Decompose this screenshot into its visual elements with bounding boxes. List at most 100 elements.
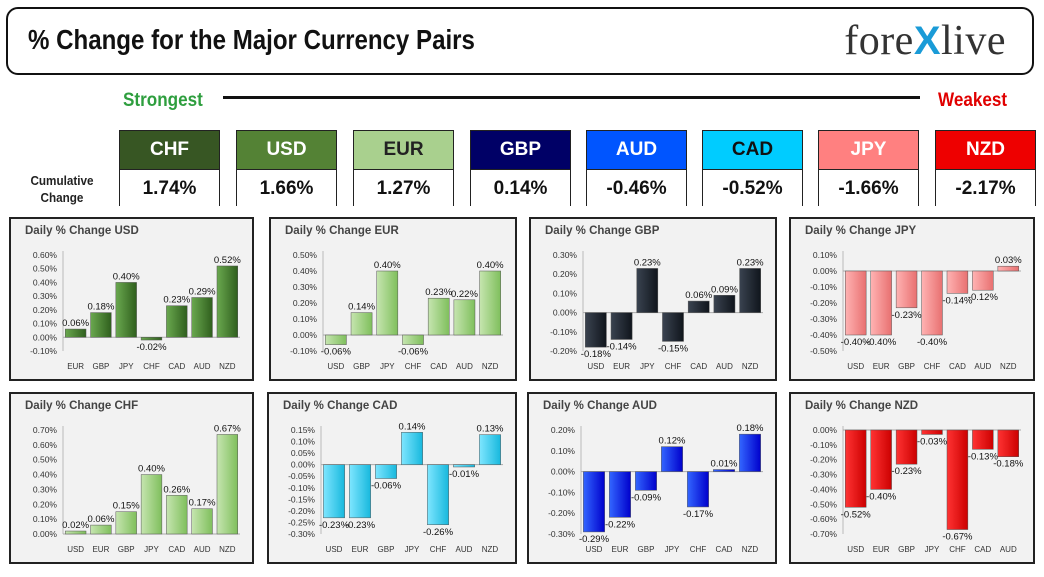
data-label: 0.14% <box>348 302 375 313</box>
chart-panel-cad: Daily % Change CAD 0.15% 0.10% 0.05% 0.00% -… <box>267 392 517 564</box>
y-tick-label: -0.20% <box>810 298 837 308</box>
y-tick-label: 0.00% <box>813 266 838 276</box>
y-tick-label: -0.50% <box>810 499 837 509</box>
data-label: 0.40% <box>477 260 504 271</box>
bar-jpy <box>636 268 659 313</box>
y-tick-label: -0.10% <box>810 282 837 292</box>
x-tick-label: CAD <box>716 545 733 554</box>
data-label: 0.67% <box>214 423 241 434</box>
x-tick-label: USD <box>847 545 864 554</box>
y-tick-label: -0.05% <box>288 471 315 481</box>
y-tick-label: 0.00% <box>813 425 838 435</box>
y-tick-label: -0.20% <box>550 346 577 356</box>
x-tick-label: EUR <box>613 362 630 371</box>
data-label: 0.01% <box>711 459 738 470</box>
data-label: 0.40% <box>374 260 401 271</box>
x-tick-label: CHF <box>949 545 966 554</box>
bar-jpy <box>661 446 683 472</box>
bar-eur <box>870 429 892 490</box>
x-tick-label: JPY <box>144 545 159 554</box>
y-tick-label: -0.20% <box>288 506 315 516</box>
data-label: 0.03% <box>995 255 1022 266</box>
y-tick-label: -0.40% <box>810 484 837 494</box>
data-label: 0.09% <box>711 284 738 295</box>
ranking-divider-line <box>223 96 920 99</box>
bar-usd <box>325 334 347 345</box>
x-tick-label: NZD <box>1000 362 1017 371</box>
x-tick-label: CHF <box>665 362 682 371</box>
chart-panel-jpy: Daily % Change JPY 0.10% 0.00% -0.10% -0.20… <box>789 217 1035 381</box>
y-tick-label: 0.00% <box>293 330 318 340</box>
currency-tile-8: NZD -2.17% <box>935 130 1036 207</box>
bar-aud <box>972 270 994 291</box>
bar-usd <box>845 429 867 508</box>
data-label: 0.18% <box>87 302 114 313</box>
chart-title: Daily % Change EUR <box>285 225 399 237</box>
currency-tile-value: -0.46% <box>587 170 686 207</box>
currency-tile-value: -1.66% <box>819 170 918 207</box>
x-tick-label: CHF <box>405 362 422 371</box>
y-tick-label: 0.30% <box>293 282 318 292</box>
bar-nzd <box>997 265 1019 272</box>
y-tick-label: -0.20% <box>548 508 575 518</box>
x-tick-label: USD <box>326 545 343 554</box>
currency-tile-name: CHF <box>120 131 219 170</box>
y-tick-label: 0.60% <box>33 250 58 260</box>
y-tick-label: 0.10% <box>33 319 58 329</box>
x-tick-label: NZD <box>482 545 499 554</box>
y-tick-label: -0.60% <box>810 514 837 524</box>
y-tick-label: 0.40% <box>33 470 58 480</box>
y-tick-label: 0.10% <box>291 437 316 447</box>
y-tick-label: 0.00% <box>551 467 576 477</box>
bar-gbp <box>115 511 137 535</box>
y-tick-label: 0.20% <box>293 298 318 308</box>
data-label: 0.23% <box>425 287 452 298</box>
chart-panel-nzd: Daily % Change NZD 0.00% -0.10% -0.20% -0.3… <box>789 392 1035 564</box>
y-tick-label: 0.10% <box>553 288 578 298</box>
y-tick-label: 0.40% <box>33 277 58 287</box>
data-label: 0.40% <box>113 271 140 282</box>
bar-chf <box>687 471 709 508</box>
chart-panel-aud: Daily % Change AUD 0.20% 0.10% 0.00% -0.10%… <box>527 392 777 564</box>
data-label: 0.40% <box>138 464 165 475</box>
x-tick-label: EUR <box>612 545 629 554</box>
bar-aud <box>453 299 476 336</box>
bar-jpy <box>401 432 423 465</box>
data-label: 0.23% <box>634 257 661 268</box>
bar-aud <box>997 429 1019 457</box>
y-tick-label: 0.30% <box>553 250 578 260</box>
x-tick-label: EUR <box>873 362 890 371</box>
data-label: -0.52% <box>841 509 872 520</box>
currency-tile-name: AUD <box>587 131 686 170</box>
data-label: 0.06% <box>685 290 712 301</box>
y-tick-label: 0.10% <box>293 314 318 324</box>
currency-tile-4: GBP 0.14% <box>470 130 571 207</box>
weakest-label: Weakest <box>938 90 1008 111</box>
y-tick-label: -0.10% <box>288 483 315 493</box>
currency-tile-5: AUD -0.46% <box>586 130 687 207</box>
x-tick-label: USD <box>847 362 864 371</box>
chart-chf: 0.70% 0.60% 0.50% 0.40% 0.30% 0.20% 0.10% 0.00%… <box>33 423 241 554</box>
y-tick-label: -0.40% <box>810 330 837 340</box>
x-tick-label: JPY <box>665 545 680 554</box>
bar-cad <box>972 429 994 450</box>
bar-cad <box>687 300 710 313</box>
x-tick-label: AUD <box>974 362 991 371</box>
currency-tile-value: 0.14% <box>471 170 570 207</box>
strongest-label: Strongest <box>123 90 203 111</box>
x-tick-label: JPY <box>405 545 420 554</box>
y-tick-label: 0.70% <box>33 425 58 435</box>
x-tick-label: NZD <box>742 545 759 554</box>
y-tick-label: 0.05% <box>291 448 316 458</box>
data-label: 0.29% <box>189 287 216 298</box>
x-tick-label: CHF <box>143 362 160 371</box>
x-tick-label: GBP <box>92 362 109 371</box>
bar-jpy <box>115 282 137 338</box>
x-tick-label: AUD <box>1000 545 1017 554</box>
data-label: 0.23% <box>163 295 190 306</box>
currency-tile-value: -2.17% <box>936 170 1035 207</box>
x-tick-label: CHF <box>690 545 707 554</box>
data-label: -0.23% <box>345 520 376 531</box>
bar-cad <box>713 469 735 472</box>
data-label: -0.15% <box>658 343 689 354</box>
